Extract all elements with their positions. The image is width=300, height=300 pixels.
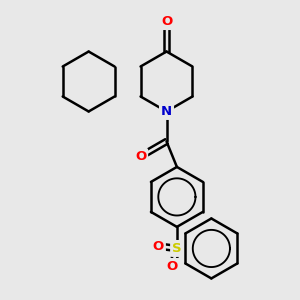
Text: O: O xyxy=(135,150,146,163)
Text: O: O xyxy=(161,15,172,28)
Text: S: S xyxy=(172,242,182,255)
Text: N: N xyxy=(161,105,172,118)
Text: O: O xyxy=(167,260,178,273)
Text: O: O xyxy=(153,240,164,253)
